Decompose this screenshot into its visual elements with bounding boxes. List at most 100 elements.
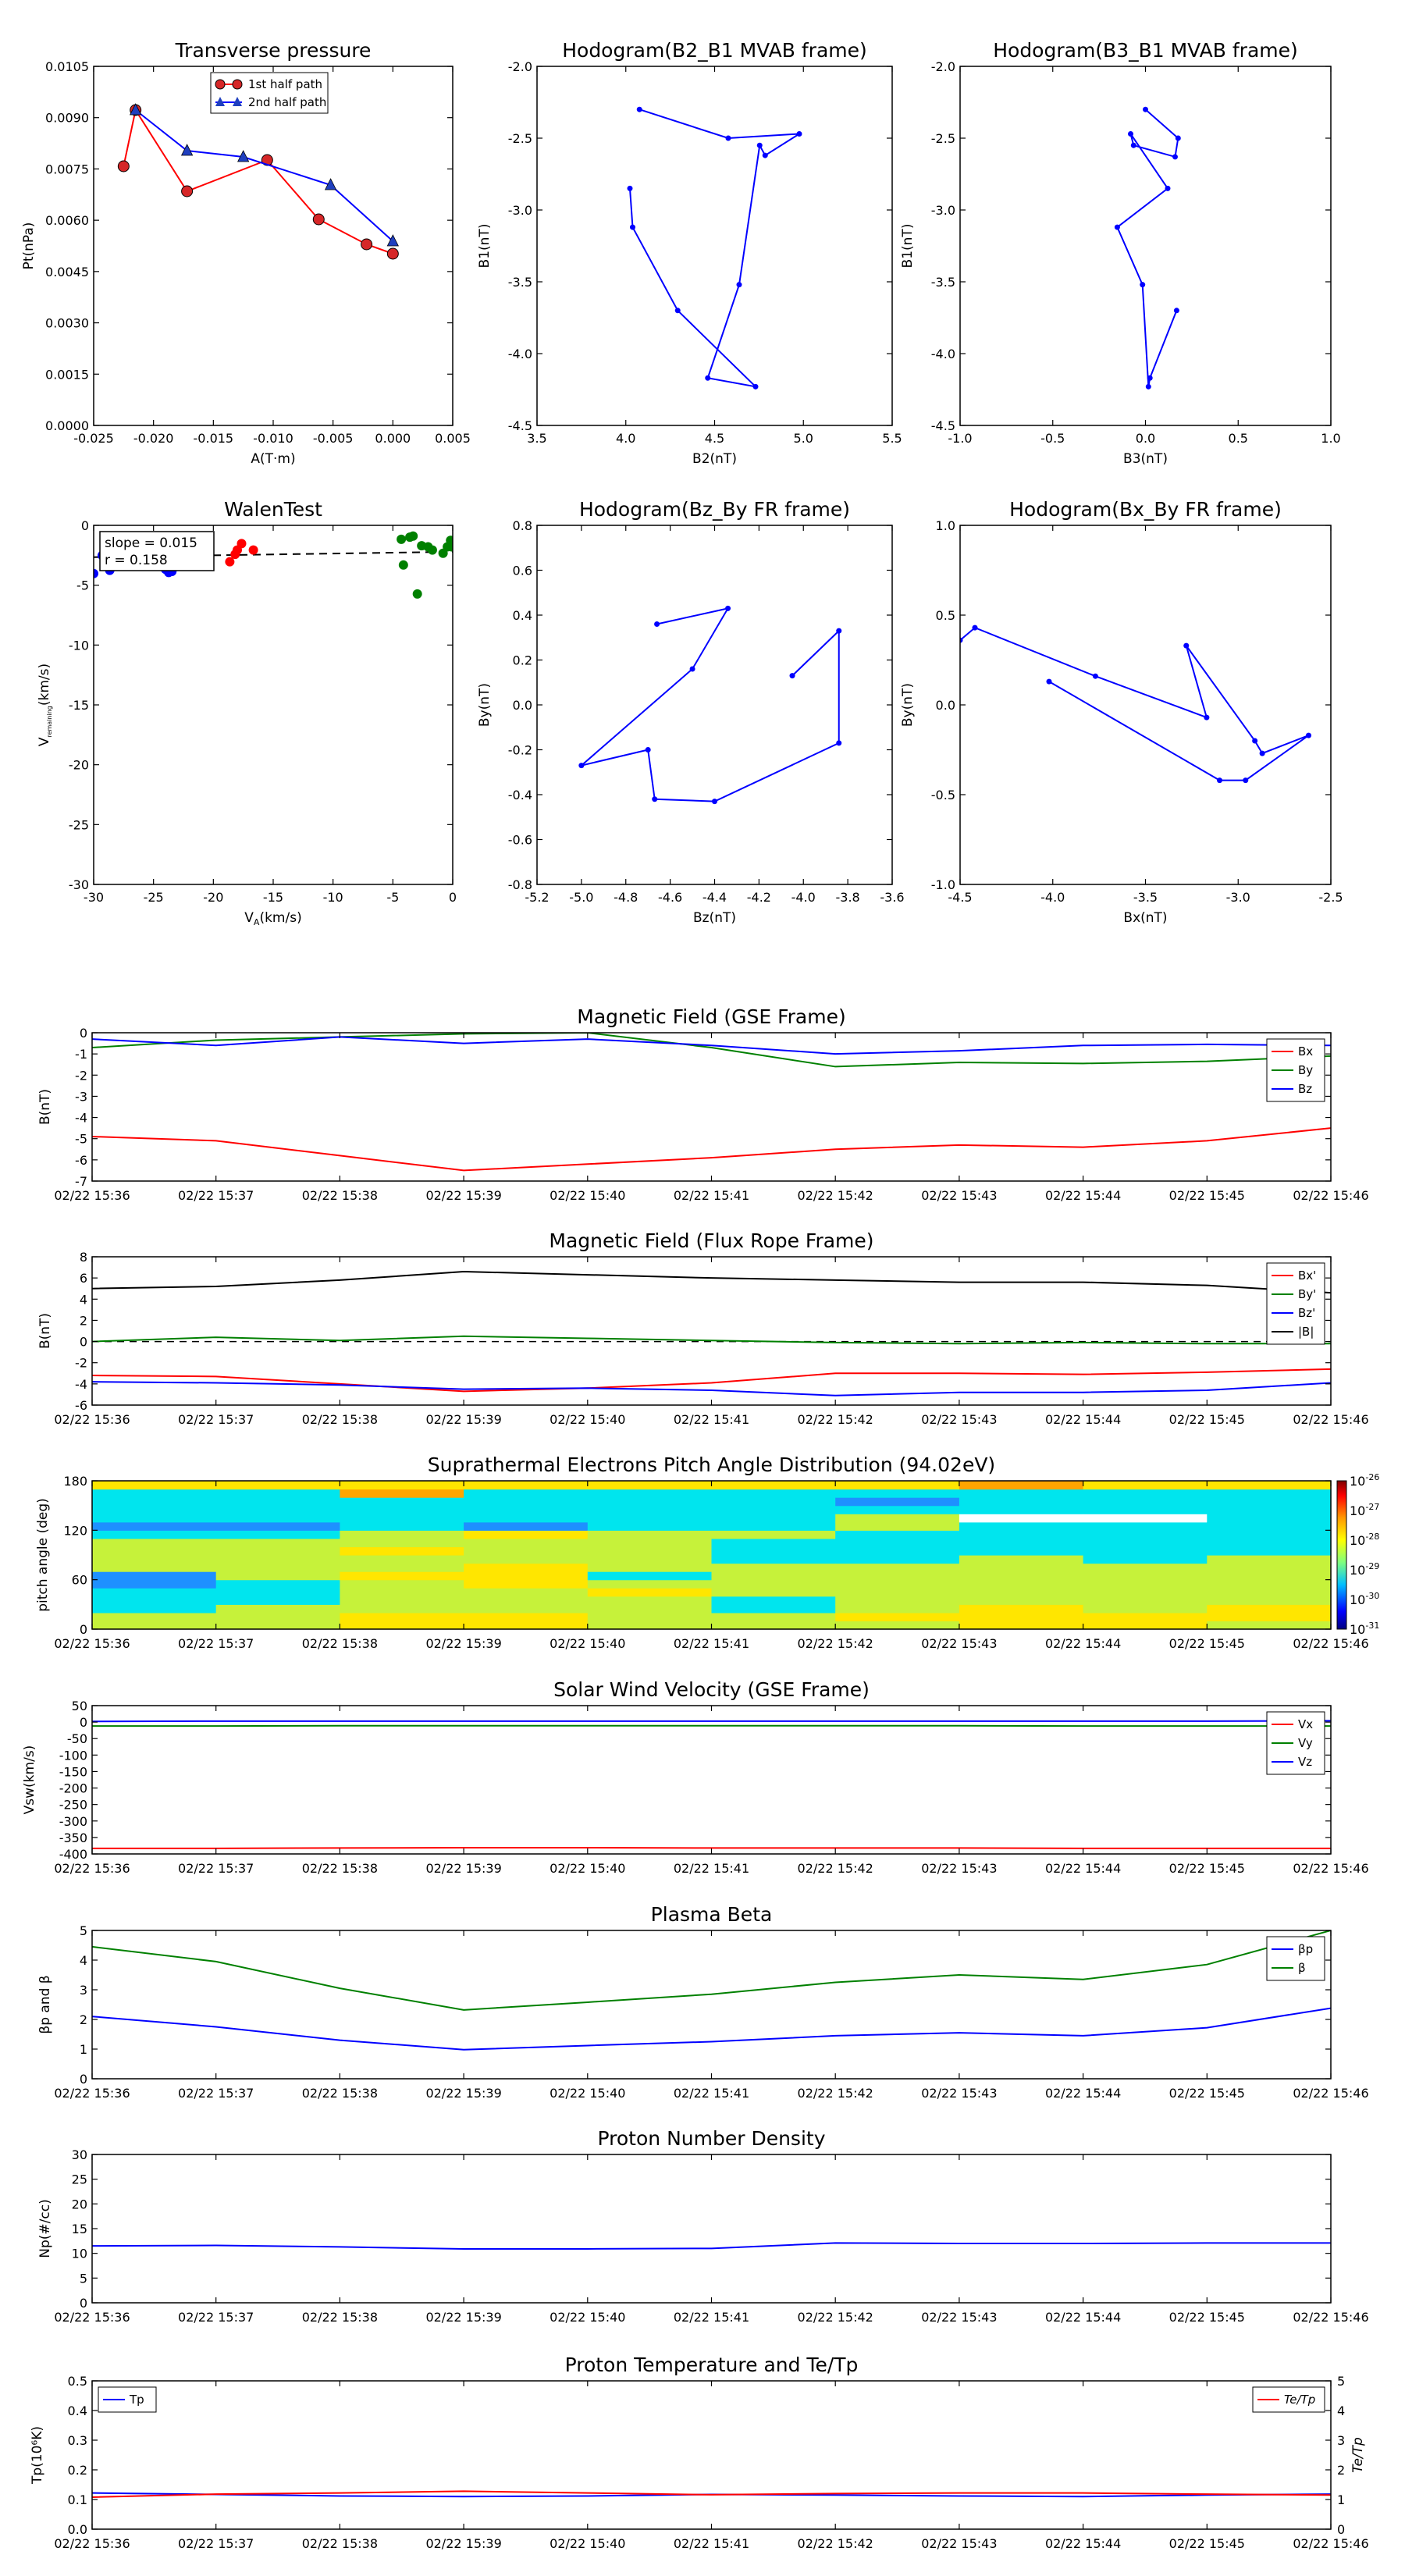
tp-ytick-label: 0.0105 <box>45 59 89 74</box>
h3-xtick-label: -5.0 <box>569 890 593 905</box>
tp-data-point <box>130 103 142 116</box>
sw-legend-label: Vy <box>1298 1736 1313 1750</box>
walen-data-point <box>398 560 408 570</box>
temp-xtick-label: 02/22 15:38 <box>302 2536 378 2551</box>
pad-heatmap-cell <box>464 1604 589 1614</box>
h2-ytick-label: -4.0 <box>931 347 955 361</box>
mffr-xtick-label: 02/22 15:43 <box>921 1412 997 1427</box>
np-xtick-label: 02/22 15:44 <box>1045 2310 1121 2325</box>
tp-data-point <box>386 234 399 247</box>
h4-ytick-label: -0.5 <box>931 788 955 802</box>
h2-xlabel: B3(nT) <box>1123 451 1168 467</box>
pad-heatmap-cell <box>587 1489 713 1498</box>
walen-data-point <box>225 557 235 567</box>
h1-data-point <box>627 185 633 191</box>
pad-heatmap-cell <box>587 1505 713 1514</box>
pad-xtick-label: 02/22 15:44 <box>1045 1636 1121 1651</box>
temp-xtick-label: 02/22 15:36 <box>54 2536 130 2551</box>
h4-ytick-label: 1.0 <box>936 518 955 533</box>
mfgse-xtick-label: 02/22 15:37 <box>178 1188 254 1203</box>
mfgse-series-line <box>92 1036 1331 1055</box>
h3-ytick-label: -0.8 <box>508 877 532 892</box>
pad-heatmap-cell <box>959 1489 1084 1498</box>
pad-heatmap-cell <box>1207 1505 1332 1514</box>
sw-ytick-label: -200 <box>59 1781 87 1796</box>
tp-title: Transverse pressure <box>175 39 372 62</box>
h3-plot-area <box>578 605 842 805</box>
h3-ytick-label: 0.0 <box>513 698 532 713</box>
pad-heatmap-cell <box>1207 1596 1332 1605</box>
pad-heatmap-cell <box>215 1521 340 1531</box>
sw-title: Solar Wind Velocity (GSE Frame) <box>553 1678 870 1701</box>
tp-legend-box <box>210 72 329 114</box>
pad-heatmap-cell <box>340 1546 464 1556</box>
tp-xlabel: A(T·m) <box>251 451 295 467</box>
temp-frame <box>91 2380 1332 2530</box>
pad-heatmap-cell <box>92 1546 217 1556</box>
temp-ylabel: Tp(10⁶K) <box>30 2426 45 2485</box>
h1-data-point <box>752 383 759 390</box>
sw-xtick-label: 02/22 15:44 <box>1045 1861 1121 1876</box>
sw-xtick-label: 02/22 15:43 <box>921 1861 997 1876</box>
pad-heatmap-cell <box>340 1497 464 1507</box>
mfgse-legend-label: Bx <box>1298 1044 1313 1059</box>
pad-heatmap-cell <box>1083 1596 1208 1605</box>
walen-ylabel: Vremaining(km/s) <box>37 664 53 746</box>
pad-heatmap-cell <box>587 1497 713 1507</box>
pad-colorbar-label: 10-31 <box>1350 1621 1379 1637</box>
pad-heatmap-cell <box>587 1521 713 1531</box>
h2-ytick-label: -2.0 <box>931 59 955 74</box>
np-xtick-label: 02/22 15:37 <box>178 2310 254 2325</box>
mfgse-xtick-label: 02/22 15:45 <box>1169 1188 1245 1203</box>
mffr-series-line <box>92 1335 1331 1345</box>
beta-legend-box <box>1266 1936 1325 1981</box>
beta-legend-label: β <box>1298 1961 1306 1975</box>
pad-heatmap-cell <box>215 1563 340 1572</box>
mffr-legend-label: By' <box>1298 1287 1316 1301</box>
pad-heatmap-cell <box>587 1546 713 1556</box>
tp-xtick-label: -0.005 <box>313 431 354 446</box>
pad-heatmap-cell <box>464 1530 589 1539</box>
beta-series-line <box>92 2007 1331 2051</box>
pad-heatmap-cell <box>1083 1530 1208 1539</box>
beta-ytick-label: 1 <box>80 2042 87 2057</box>
temp-ratio-legend: Te/Tp <box>1252 2386 1325 2413</box>
pad-heatmap-cell <box>835 1555 960 1564</box>
pad-xtick-label: 02/22 15:36 <box>54 1636 130 1651</box>
walen-ytick-label: -5 <box>76 578 89 593</box>
tp-data-point <box>361 238 373 251</box>
tp-legend-label: 2nd half path <box>248 95 326 109</box>
h3-data-point <box>836 740 842 746</box>
sw-xtick-label: 02/22 15:37 <box>178 1861 254 1876</box>
pad-heatmap-cell <box>215 1555 340 1564</box>
pad-ytick-label: 60 <box>72 1573 87 1588</box>
pad-title: Suprathermal Electrons Pitch Angle Distr… <box>428 1453 995 1476</box>
h2-xtick-label: -0.5 <box>1040 431 1065 446</box>
pad-heatmap-cell <box>959 1521 1084 1531</box>
temp-ytick-label: 0.0 <box>68 2522 87 2537</box>
pad-heatmap-cell <box>959 1571 1084 1581</box>
h3-ytick-label: 0.2 <box>513 653 532 668</box>
h4-data-point <box>1183 642 1190 649</box>
pad-heatmap-cell <box>464 1555 589 1564</box>
sw-ytick-label: -150 <box>59 1764 87 1779</box>
pad-heatmap-cell <box>1083 1481 1208 1490</box>
temp-xtick-label: 02/22 15:41 <box>674 2536 749 2551</box>
pad-xtick-label: 02/22 15:37 <box>178 1636 254 1651</box>
h3-ytick-label: 0.8 <box>513 518 532 533</box>
sw-xtick-label: 02/22 15:40 <box>550 1861 625 1876</box>
pad-heatmap-cell <box>215 1604 340 1614</box>
walen-xtick-label: 0 <box>449 890 457 905</box>
h3-data-point <box>712 799 717 805</box>
beta-ytick-label: 0 <box>80 2072 87 2087</box>
h4-data-point <box>1046 678 1052 685</box>
pad-heatmap-cell <box>711 1481 836 1490</box>
pad-heatmap-cell <box>215 1621 340 1630</box>
pad-heatmap-cell <box>464 1538 589 1548</box>
np-ytick-label: 20 <box>72 2197 87 2211</box>
h3-series-line <box>581 607 840 802</box>
pad-heatmap-cell <box>92 1521 217 1531</box>
np-xtick-label: 02/22 15:39 <box>425 2310 501 2325</box>
h2-ytick-label: -3.0 <box>931 203 955 218</box>
sw-ytick-label: -300 <box>59 1814 87 1829</box>
